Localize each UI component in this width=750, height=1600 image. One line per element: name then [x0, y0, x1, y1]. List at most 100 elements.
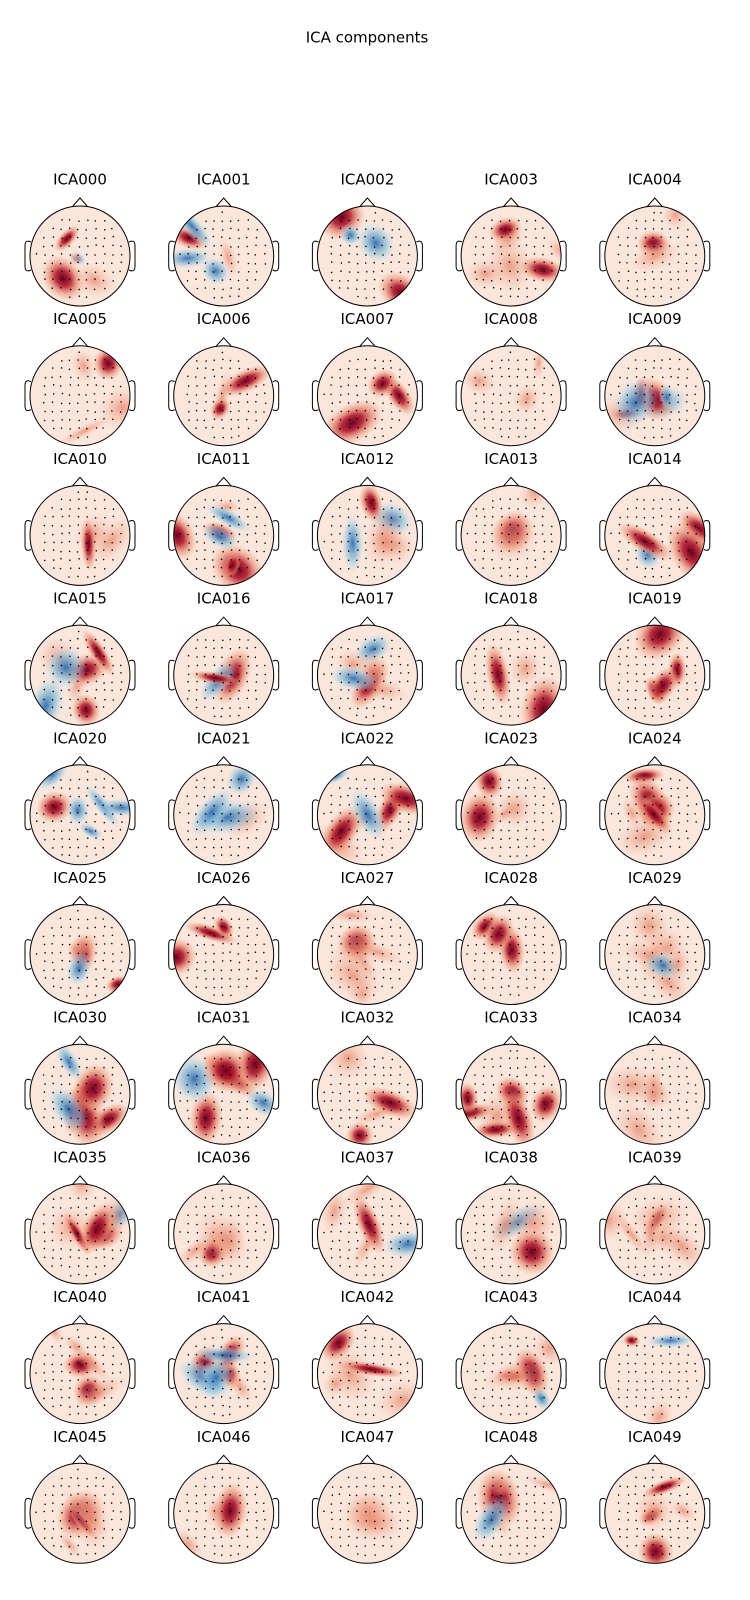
activation-blob [200, 256, 231, 286]
sensors [179, 1468, 266, 1557]
ear [311, 520, 319, 551]
scalp-map [30, 904, 130, 1005]
sensors [466, 1468, 554, 1556]
activation-blob [622, 1333, 641, 1348]
sensors [330, 910, 411, 996]
component-title: ICA026 [197, 869, 251, 887]
nose [359, 476, 376, 487]
ear [703, 1497, 711, 1529]
ear [311, 939, 319, 970]
ear [559, 1497, 567, 1529]
nose [71, 1314, 89, 1325]
scalp-map [604, 345, 705, 446]
ear [24, 939, 32, 970]
component-title: ICA001 [197, 171, 251, 189]
activation-blob [322, 1370, 348, 1397]
component-title: ICA025 [53, 869, 107, 887]
topomap: ICA009 [599, 310, 711, 447]
component-title: ICA005 [53, 310, 107, 328]
nose [502, 895, 520, 906]
scalp-map [604, 1183, 705, 1284]
topomap: ICA025 [24, 869, 136, 1005]
topomap: ICA008 [455, 310, 567, 447]
topomap: ICA004 [599, 171, 711, 307]
ear [311, 1497, 319, 1529]
component-title: ICA033 [484, 1009, 538, 1027]
topomap: ICA028 [455, 869, 567, 1005]
nose [71, 197, 89, 208]
topomap: ICA006 [168, 310, 280, 447]
scalp-map [604, 764, 705, 865]
scalp-map [604, 206, 705, 306]
activation-blob [65, 794, 90, 826]
topomap: ICA014 [599, 450, 711, 586]
nose [71, 756, 89, 767]
topomap: ICA023 [455, 729, 567, 866]
nose [71, 336, 89, 348]
ear [168, 520, 175, 551]
nose [646, 616, 664, 627]
ear [455, 380, 463, 412]
head-outline [460, 1323, 562, 1425]
ear [559, 939, 567, 970]
topomap-grid: ICA000 ICA001 ICA002 ICA003 ICA004 ICA005 ICA0… [24, 171, 711, 1564]
head-outline [604, 1462, 706, 1564]
scalp-map [317, 904, 418, 1005]
sensors [474, 351, 554, 438]
nose [215, 1454, 233, 1465]
ear [599, 799, 607, 831]
activation-blob [633, 1489, 675, 1533]
activation-blob [94, 798, 130, 818]
scalp-map [173, 904, 274, 1005]
scalp-map [317, 1463, 418, 1564]
activation-blob [41, 254, 85, 302]
topomap: ICA007 [311, 310, 423, 447]
ear [24, 380, 32, 412]
head-outline [460, 904, 562, 1005]
head-outline [29, 904, 131, 1005]
activation-blob [641, 1475, 688, 1498]
head-outline [29, 764, 131, 866]
activation-blob [219, 364, 273, 397]
sensors [179, 770, 267, 857]
head-outline [316, 1183, 418, 1285]
ear [128, 380, 136, 412]
head-outline [604, 1323, 706, 1425]
nose [359, 1314, 376, 1325]
topomap: ICA046 [168, 1428, 280, 1564]
activation-blob [482, 914, 515, 954]
ear [416, 1078, 423, 1110]
component-title: ICA014 [628, 450, 682, 468]
sensors [617, 638, 697, 718]
nose [215, 756, 233, 767]
ear [703, 659, 711, 691]
ear [272, 939, 280, 970]
ear [416, 799, 423, 831]
topomap: ICA022 [311, 729, 423, 866]
ear [24, 240, 32, 272]
activation-blob [488, 216, 523, 243]
ear [599, 380, 607, 412]
topomap: ICA015 [24, 590, 136, 726]
topomap: ICA045 [24, 1428, 136, 1564]
scalp-map [173, 764, 274, 865]
nose [646, 1314, 664, 1325]
nose [215, 1035, 233, 1046]
topomap: ICA036 [168, 1148, 280, 1285]
topomap: ICA044 [599, 1288, 711, 1425]
component-title: ICA018 [484, 590, 538, 608]
ear [168, 240, 175, 272]
head-outline [604, 624, 706, 726]
activation-blob [492, 1480, 510, 1498]
head-outline [173, 904, 275, 1005]
scalp-map [30, 1183, 130, 1284]
ear [559, 1078, 567, 1110]
sensors [179, 1057, 267, 1137]
activation-blob [604, 1064, 662, 1106]
nose [215, 1175, 233, 1186]
ear [272, 1358, 280, 1389]
nose [359, 1035, 376, 1046]
topomap: ICA013 [455, 450, 567, 586]
activation-blob [70, 1486, 111, 1552]
